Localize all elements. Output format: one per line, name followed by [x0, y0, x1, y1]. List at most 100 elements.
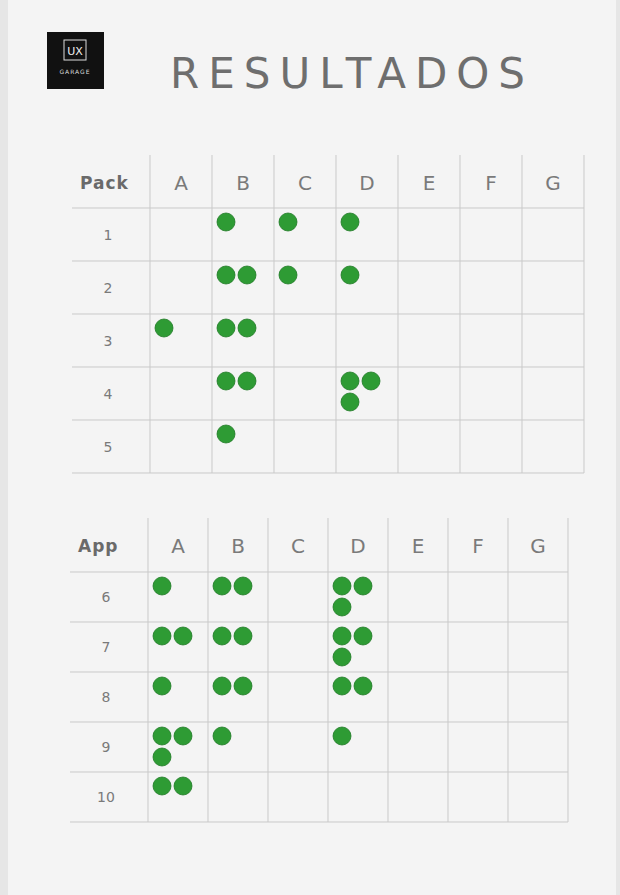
column-label: D [359, 171, 374, 195]
vote-dot [333, 677, 351, 695]
vote-cell [153, 777, 192, 795]
column-label: C [298, 171, 312, 195]
vote-dot [354, 627, 372, 645]
row-label: 10 [97, 789, 115, 805]
vote-cell [153, 627, 192, 645]
vote-cell [341, 266, 359, 284]
grid-line [70, 672, 568, 673]
row-label: 8 [102, 689, 111, 705]
grid-line [72, 314, 584, 315]
grid-line [70, 572, 568, 573]
vote-dot [217, 266, 235, 284]
title: RESULTADOS [170, 49, 534, 98]
column-label: E [412, 534, 425, 558]
vote-cell [213, 577, 252, 595]
grid-line [70, 622, 568, 623]
vote-dot [174, 727, 192, 745]
column-label: A [171, 534, 185, 558]
column-label: G [530, 534, 546, 558]
vote-dot [217, 213, 235, 231]
vote-dot [333, 727, 351, 745]
vote-dot [234, 627, 252, 645]
wall [0, 0, 620, 895]
row-label: 7 [102, 639, 111, 655]
grid-line [72, 261, 584, 262]
logo-text: UX [67, 45, 83, 58]
vote-dot [362, 372, 380, 390]
vote-cell [333, 577, 372, 616]
poster [8, 0, 616, 895]
grid-line [448, 518, 449, 822]
grid-line [72, 473, 584, 474]
grid-line [72, 367, 584, 368]
vote-dot [279, 266, 297, 284]
grid-line [148, 518, 149, 822]
row-label: 3 [104, 333, 113, 349]
row-label: 6 [102, 589, 111, 605]
vote-cell [217, 319, 256, 337]
vote-dot [238, 372, 256, 390]
row-label: 4 [104, 386, 113, 402]
vote-cell [155, 319, 173, 337]
column-label: G [545, 171, 561, 195]
grid-title: App [78, 536, 119, 556]
vote-dot [174, 777, 192, 795]
vote-cell [213, 627, 252, 645]
vote-dot [217, 372, 235, 390]
grid-line [208, 518, 209, 822]
vote-cell [333, 627, 372, 666]
vote-dot [234, 577, 252, 595]
grid-line [328, 518, 329, 822]
grid-line [388, 518, 389, 822]
vote-dot [333, 577, 351, 595]
vote-dot [354, 677, 372, 695]
vote-dot [213, 627, 231, 645]
vote-grid: AppABCDEFG678910 [70, 518, 568, 822]
vote-cell [341, 213, 359, 231]
row-label: 5 [104, 439, 113, 455]
vote-dot [279, 213, 297, 231]
grid-line [70, 722, 568, 723]
grid-line [268, 518, 269, 822]
vote-cell [217, 425, 235, 443]
vote-cell [153, 677, 171, 695]
column-label: A [174, 171, 188, 195]
grid-line [70, 772, 568, 773]
vote-cell [333, 727, 351, 745]
vote-cell [217, 372, 256, 390]
vote-cell [279, 266, 297, 284]
board-svg: UXGARAGERESULTADOSPackABCDEFG12345AppABC… [0, 0, 620, 895]
vote-grid: PackABCDEFG12345 [72, 155, 584, 473]
vote-dot [217, 319, 235, 337]
vote-cell [153, 577, 171, 595]
vote-dot [153, 748, 171, 766]
vote-dot [341, 266, 359, 284]
row-label: 1 [104, 227, 113, 243]
grid-title: Pack [80, 173, 129, 193]
logo-frame [64, 40, 86, 60]
column-label: B [236, 171, 250, 195]
vote-dot [238, 266, 256, 284]
vote-dot [153, 777, 171, 795]
vote-dot [333, 627, 351, 645]
column-label: B [231, 534, 245, 558]
vote-dot [213, 677, 231, 695]
vote-dot [153, 577, 171, 595]
vote-cell [153, 727, 192, 766]
row-label: 9 [102, 739, 111, 755]
vote-cell [341, 372, 380, 411]
row-label: 2 [104, 280, 113, 296]
vote-dot [333, 648, 351, 666]
vote-cell [333, 677, 372, 695]
vote-dot [217, 425, 235, 443]
vote-cell [217, 213, 235, 231]
vote-cell [217, 266, 256, 284]
vote-cell [279, 213, 297, 231]
grid-line [72, 208, 584, 209]
vote-dot [341, 393, 359, 411]
vote-dot [213, 577, 231, 595]
column-label: D [350, 534, 365, 558]
vote-dot [234, 677, 252, 695]
grid-line [70, 822, 568, 823]
vote-dot [153, 627, 171, 645]
